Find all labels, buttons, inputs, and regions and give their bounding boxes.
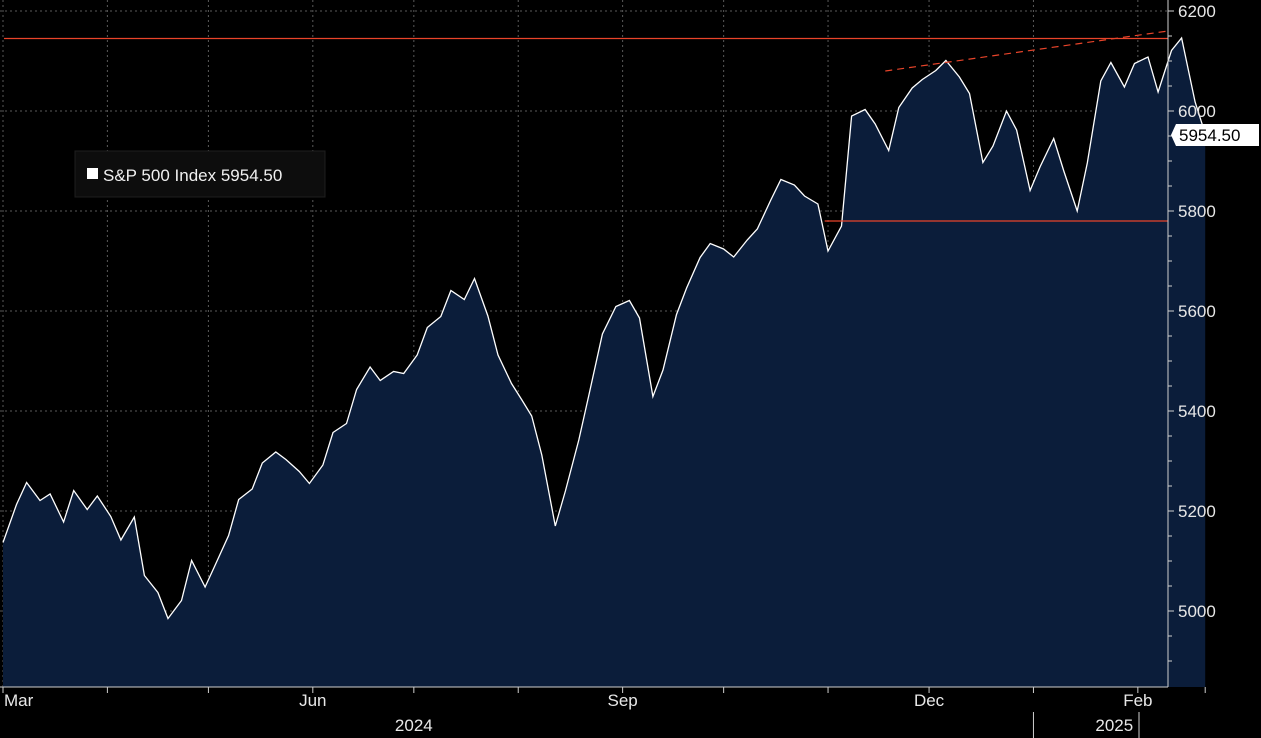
x-tick-label-sep: Sep: [607, 691, 637, 710]
y-tick-label-6200: 6200: [1178, 2, 1216, 21]
last-value-label: 5954.50: [1179, 126, 1240, 145]
y-axis-tick-labels: 5000 5200 5400 5600 5800 6000 6200: [1178, 2, 1216, 621]
year-label-2024: 2024: [395, 716, 433, 735]
legend-box: [74, 150, 326, 198]
y-tick-label-5400: 5400: [1178, 402, 1216, 421]
x-tick-label-mar: Mar: [4, 691, 34, 710]
x-tick-label-feb: Feb: [1123, 691, 1152, 710]
y-tick-label-5200: 5200: [1178, 502, 1216, 521]
last-value-marker: 5954.50: [1171, 124, 1259, 146]
y-tick-label-6000: 6000: [1178, 102, 1216, 121]
x-tick-label-dec: Dec: [914, 691, 945, 710]
legend: S&P 500 Index 5954.50: [74, 150, 326, 198]
y-tick-label-5000: 5000: [1178, 602, 1216, 621]
x-tick-label-jun: Jun: [299, 691, 326, 710]
year-label-2025: 2025: [1095, 716, 1133, 735]
axes: [0, 0, 1206, 738]
x-axis-tick-labels: Mar Jun Sep Dec Feb 2024 2025: [4, 691, 1152, 735]
legend-label: S&P 500 Index 5954.50: [103, 166, 282, 185]
y-tick-label-5600: 5600: [1178, 302, 1216, 321]
legend-swatch: [87, 168, 98, 179]
annotation-lines: [4, 30, 1169, 222]
series-line-sp500: [2, 36, 1206, 620]
y-tick-label-5800: 5800: [1178, 202, 1216, 221]
series-area-fill: [3, 38, 1206, 687]
last-value-box: [1171, 124, 1259, 146]
